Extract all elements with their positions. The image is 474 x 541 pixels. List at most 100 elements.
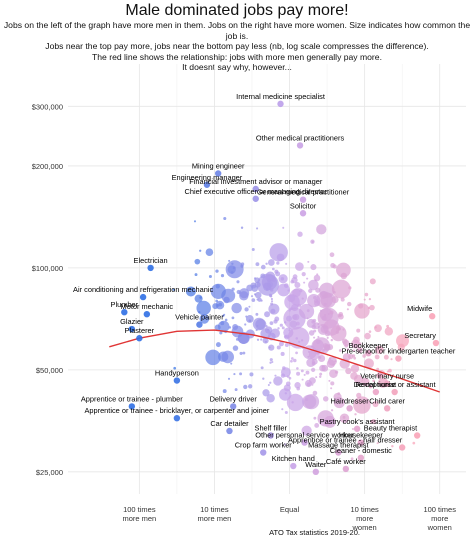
job-bubble — [228, 326, 232, 329]
job-bubble — [319, 364, 326, 372]
job-label: Plasterer — [125, 326, 155, 335]
job-bubble — [254, 291, 262, 299]
job-bubble — [354, 303, 370, 319]
job-bubble — [271, 267, 275, 271]
job-bubble — [267, 259, 275, 266]
job-bubble — [346, 308, 349, 311]
job-bubble — [199, 314, 210, 324]
job-label: Shelf filler — [255, 424, 288, 433]
job-label: Veterinary nurse — [360, 372, 414, 381]
job-bubble — [269, 294, 273, 298]
job-bubble — [314, 423, 320, 428]
labeled-job-bubble — [267, 432, 274, 439]
job-bubble — [313, 336, 316, 339]
job-bubble — [308, 279, 319, 291]
job-bubble — [276, 345, 281, 350]
job-bubble — [234, 388, 238, 392]
job-bubble — [245, 315, 254, 323]
job-bubble — [354, 413, 357, 416]
job-bubble — [284, 343, 289, 347]
job-bubble — [215, 342, 221, 348]
job-bubble — [347, 301, 352, 307]
job-bubble — [346, 348, 350, 351]
labeled-job-bubble — [383, 380, 391, 387]
job-bubble — [251, 285, 259, 292]
job-bubble — [199, 249, 202, 252]
job-bubble — [296, 386, 301, 391]
job-bubble — [240, 226, 244, 229]
labeled-job-bubble — [196, 321, 203, 328]
job-bubble — [262, 377, 265, 380]
job-bubble — [269, 381, 272, 384]
job-bubble — [249, 372, 254, 377]
job-bubble — [227, 377, 231, 380]
labeled-job-bubble — [139, 293, 147, 301]
job-bubble — [378, 399, 381, 402]
job-bubble — [337, 392, 341, 395]
job-bubble — [268, 344, 275, 351]
job-bubble — [294, 282, 301, 288]
job-bubble — [327, 356, 337, 366]
job-bubble — [315, 287, 321, 293]
labeled-job-bubble — [299, 210, 307, 217]
labeled-job-bubble — [203, 181, 211, 188]
job-bubble — [260, 264, 266, 270]
job-bubble — [345, 367, 352, 375]
job-bubble — [303, 281, 306, 284]
job-bubble — [233, 373, 236, 376]
labeled-job-bubble — [353, 425, 361, 432]
job-bubble — [388, 368, 392, 373]
job-bubble — [338, 327, 341, 331]
job-bubble — [271, 300, 274, 303]
job-bubble — [291, 276, 298, 284]
job-bubble — [243, 384, 248, 390]
job-bubble — [303, 373, 306, 376]
job-bubble — [269, 321, 274, 326]
x-tick-line: women — [352, 523, 377, 532]
job-bubble — [297, 303, 302, 308]
job-bubble — [363, 358, 374, 369]
job-bubble — [300, 369, 304, 373]
job-bubble — [275, 271, 281, 277]
job-bubble — [332, 264, 337, 269]
job-bubble — [323, 302, 327, 306]
job-bubble — [222, 314, 225, 318]
job-label: Other personal service worker — [255, 431, 354, 440]
job-bubble — [280, 351, 285, 356]
job-bubble — [308, 330, 315, 336]
x-tick-label: 100 times more men — [122, 505, 156, 523]
job-bubble — [339, 413, 350, 423]
job-bubble — [256, 338, 260, 341]
job-label: Apprentice or trainee - plumber — [81, 394, 183, 403]
job-bubble — [230, 271, 234, 274]
job-bubble — [301, 425, 312, 436]
labeled-job-bubble — [296, 142, 304, 149]
job-bubble — [242, 351, 246, 355]
job-bubble — [391, 444, 394, 448]
job-bubble — [364, 332, 371, 340]
x-tick-line: 10 times — [200, 505, 229, 514]
job-bubble — [231, 325, 244, 338]
labeled-job-bubble — [357, 439, 365, 446]
job-bubble — [185, 286, 196, 297]
job-label: Café worker — [326, 457, 366, 466]
job-bubble — [348, 353, 354, 360]
job-bubble — [310, 264, 317, 271]
labeled-job-bubble — [383, 405, 391, 412]
job-bubble — [286, 393, 305, 412]
job-label: Waiter — [305, 460, 327, 469]
job-bubble — [288, 376, 292, 380]
job-bubble — [253, 293, 257, 296]
job-bubble — [294, 382, 301, 389]
job-label: Bookkeeper — [349, 341, 389, 350]
job-bubble — [222, 389, 227, 394]
job-bubble — [267, 383, 270, 387]
job-bubble — [396, 334, 409, 348]
job-bubble — [291, 303, 299, 312]
job-bubble — [282, 226, 285, 229]
job-bubble — [251, 298, 256, 303]
job-bubble — [262, 282, 272, 291]
job-bubble — [284, 410, 288, 414]
job-bubble — [340, 272, 348, 280]
job-bubble — [350, 372, 358, 380]
